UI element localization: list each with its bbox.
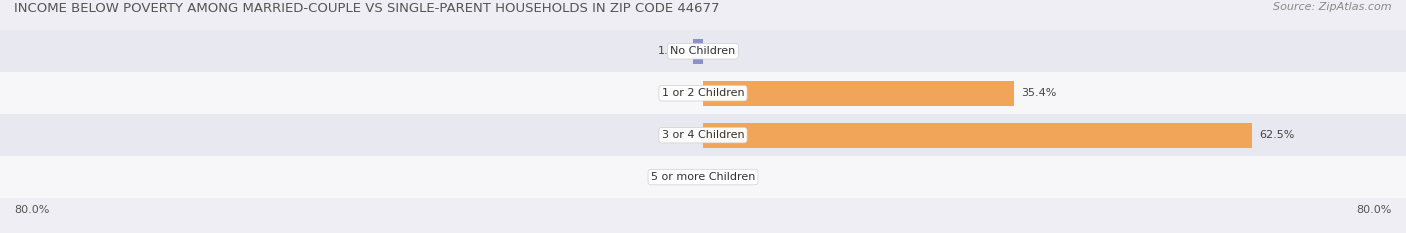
Text: 0.0%: 0.0% [710,172,738,182]
Text: 5 or more Children: 5 or more Children [651,172,755,182]
Bar [0,72,1406,114]
Text: 0.0%: 0.0% [668,172,696,182]
Text: INCOME BELOW POVERTY AMONG MARRIED-COUPLE VS SINGLE-PARENT HOUSEHOLDS IN ZIP COD: INCOME BELOW POVERTY AMONG MARRIED-COUPL… [14,2,720,15]
Text: 62.5%: 62.5% [1260,130,1295,140]
Bar [703,81,1014,106]
Text: 1.1%: 1.1% [658,46,686,56]
Text: 80.0%: 80.0% [1357,205,1392,215]
Text: 0.0%: 0.0% [668,88,696,98]
Bar [0,114,1406,156]
Text: 0.0%: 0.0% [668,130,696,140]
Bar [693,39,703,64]
Bar [0,30,1406,72]
Bar [703,123,1253,148]
Text: 3 or 4 Children: 3 or 4 Children [662,130,744,140]
Text: Source: ZipAtlas.com: Source: ZipAtlas.com [1274,2,1392,12]
Bar [0,156,1406,198]
Text: No Children: No Children [671,46,735,56]
Text: 0.0%: 0.0% [710,46,738,56]
Text: 35.4%: 35.4% [1021,88,1056,98]
Text: 80.0%: 80.0% [14,205,49,215]
Text: 1 or 2 Children: 1 or 2 Children [662,88,744,98]
